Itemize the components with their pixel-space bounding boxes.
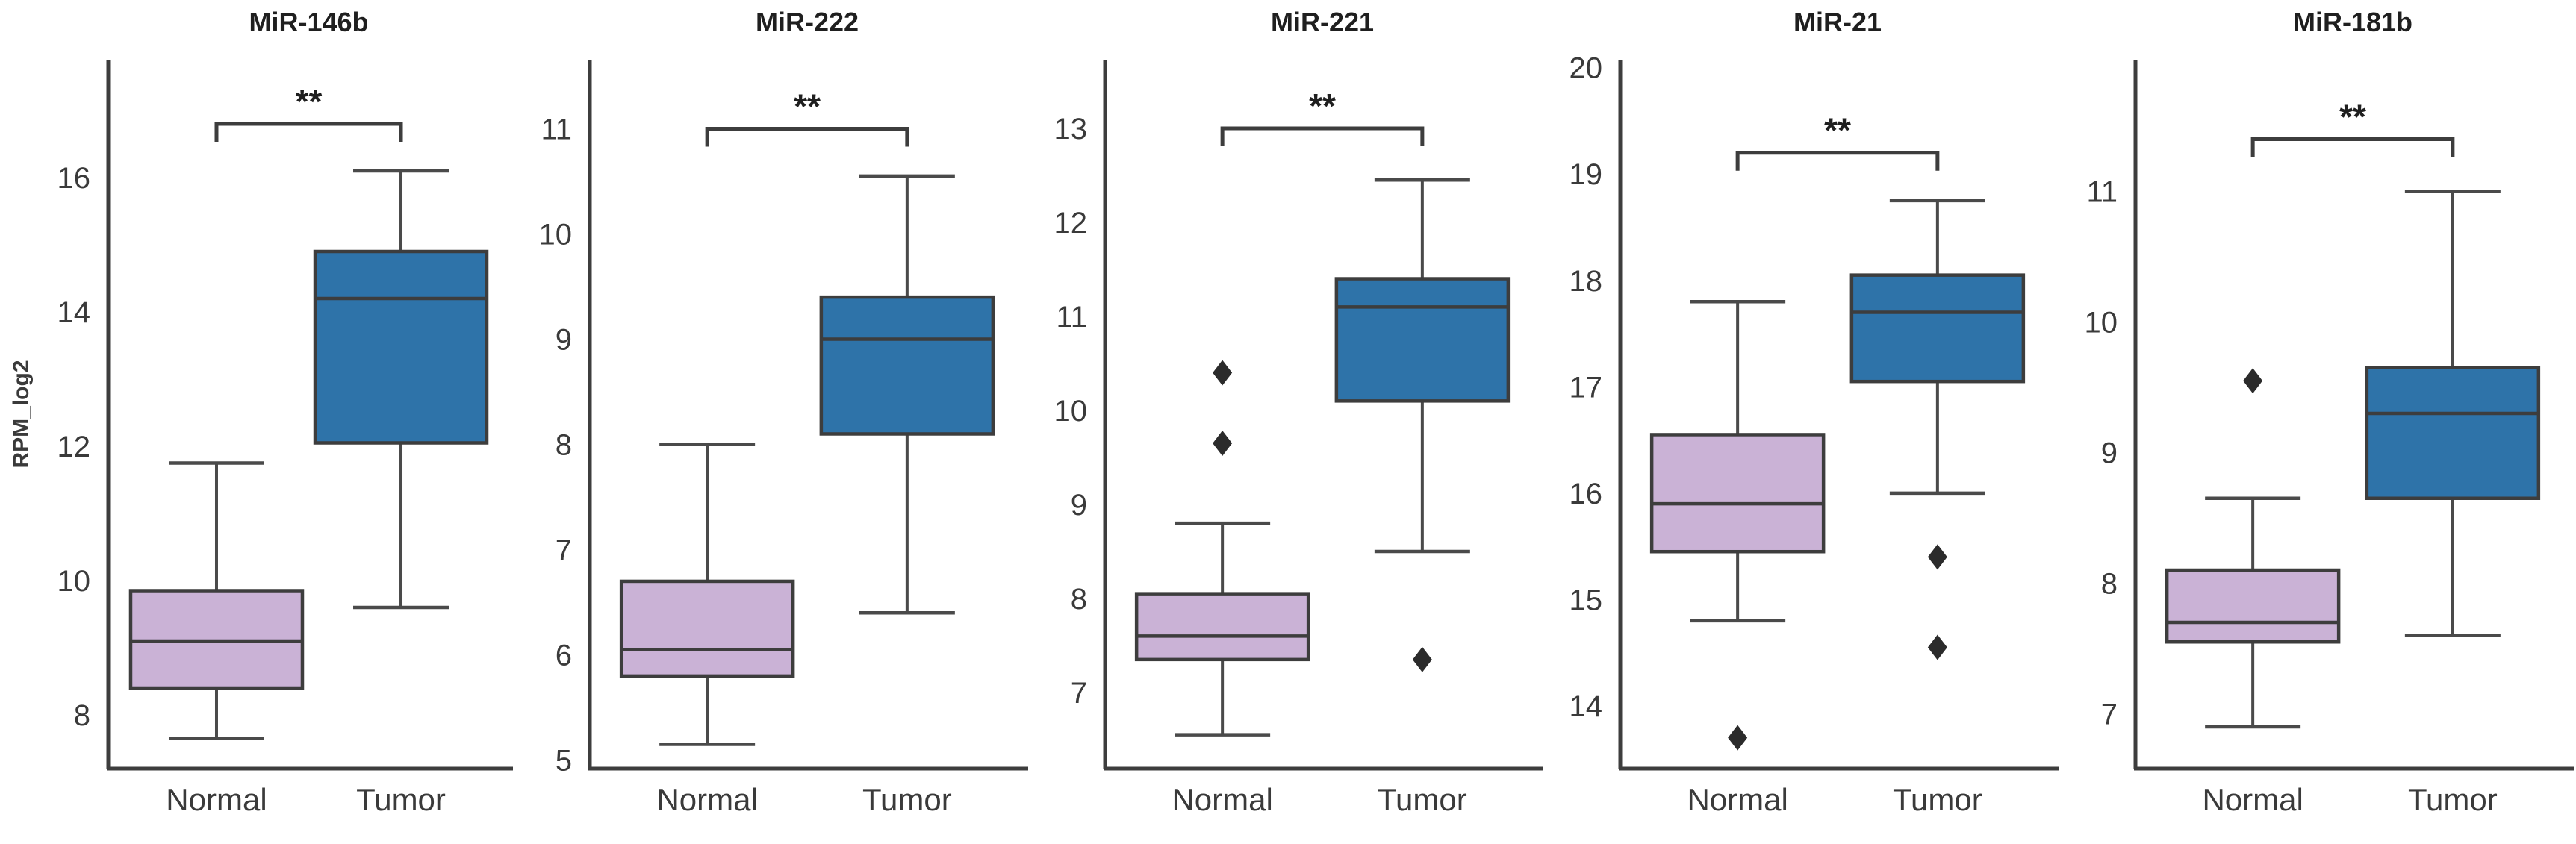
category-label-normal: Normal — [1687, 782, 1788, 817]
boxplot-svg: MiR-181b 7 8 9 10 11 Normal Tumor ** — [2085, 7, 2574, 817]
y-tick-label: 7 — [1071, 677, 1087, 710]
boxplot-svg: MiR-21 14 15 16 17 18 19 20 Normal Tumor ** — [1569, 7, 2059, 817]
panel-MiR-181b: MiR-181b 7 8 9 10 11 Normal Tumor ** — [2061, 0, 2576, 844]
y-tick-label: 17 — [1569, 371, 1603, 404]
panel-title: MiR-21 — [1793, 7, 1882, 37]
y-tick-label: 13 — [1054, 113, 1088, 146]
category-label-tumor: Tumor — [1893, 782, 1982, 817]
significance-stars: ** — [2339, 98, 2366, 137]
boxplot-svg: MiR-221 7 8 9 10 11 12 13 Normal Tumor ** — [1054, 7, 1543, 817]
category-label-normal: Normal — [166, 782, 267, 817]
y-tick-label: 7 — [2101, 698, 2118, 731]
box-tumor — [819, 295, 995, 436]
y-tick-label: 19 — [1569, 158, 1603, 191]
y-tick-label: 14 — [57, 296, 91, 329]
y-tick-label: 5 — [556, 745, 572, 778]
y-tick-label: 9 — [1071, 489, 1087, 522]
outlier-marker-normal — [2243, 368, 2263, 394]
panel-MiR-21: MiR-21 14 15 16 17 18 19 20 Normal Tumor ** — [1546, 0, 2061, 844]
y-tick-label: 14 — [1569, 690, 1603, 723]
category-label-tumor: Tumor — [1378, 782, 1467, 817]
y-tick-label: 12 — [1054, 207, 1088, 240]
category-label-normal: Normal — [2202, 782, 2303, 817]
category-label-tumor: Tumor — [356, 782, 446, 817]
panel-title: MiR-181b — [2293, 7, 2412, 37]
y-tick-label: 11 — [1056, 301, 1087, 334]
y-tick-label: 7 — [556, 534, 572, 567]
y-tick-label: 10 — [57, 565, 91, 598]
box-tumor — [1334, 277, 1511, 403]
outlier-marker-normal — [1213, 360, 1233, 386]
panel-title: MiR-146b — [249, 7, 368, 37]
y-tick-label: 9 — [556, 324, 572, 357]
category-label-normal: Normal — [656, 782, 757, 817]
significance-bracket — [1220, 126, 1425, 146]
significance-bracket — [2250, 137, 2455, 157]
outlier-marker-tumor — [1412, 646, 1432, 672]
y-tick-label: 8 — [74, 699, 90, 732]
y-axis-label: RPM_log2 — [9, 360, 34, 468]
panel-title: MiR-222 — [756, 7, 859, 37]
y-tick-label: 10 — [1054, 395, 1088, 428]
y-tick-label: 8 — [1071, 583, 1087, 616]
y-tick-label: 8 — [556, 429, 572, 462]
category-label-tumor: Tumor — [862, 782, 952, 817]
y-tick-label: 10 — [2085, 307, 2118, 340]
y-tick-label: 11 — [2086, 176, 2118, 209]
y-tick-label: 16 — [57, 162, 91, 195]
y-tick-label: 18 — [1569, 265, 1603, 298]
significance-bracket — [705, 126, 909, 147]
y-tick-label: 16 — [1569, 478, 1603, 510]
category-label-normal: Normal — [1172, 782, 1272, 817]
y-tick-label: 10 — [539, 218, 573, 251]
significance-stars: ** — [794, 87, 821, 125]
panel-title: MiR-221 — [1271, 7, 1374, 37]
box-normal — [1649, 433, 1826, 554]
y-tick-label: 8 — [2101, 568, 2118, 601]
y-tick-label: 12 — [57, 431, 91, 463]
significance-bracket — [1735, 151, 1940, 171]
outlier-marker-tumor — [1927, 634, 1947, 660]
boxplot-svg: MiR-222 5 6 7 8 9 10 11 Normal Tumor ** — [539, 7, 1028, 817]
y-tick-label: 11 — [541, 113, 572, 146]
y-tick-label: 15 — [1569, 584, 1603, 616]
box-normal — [1134, 592, 1310, 662]
box-normal — [2165, 568, 2341, 644]
panel-MiR-146b: MiR-146b RPM_log2 8 10 12 14 16 Normal Tumor ** — [0, 0, 515, 844]
outlier-marker-normal — [1728, 725, 1748, 751]
significance-stars: ** — [1824, 111, 1851, 150]
box-normal — [619, 579, 795, 678]
y-tick-label: 6 — [556, 640, 572, 672]
panel-MiR-221: MiR-221 7 8 9 10 11 12 13 Normal Tumor ** — [1030, 0, 1546, 844]
significance-stars: ** — [296, 82, 323, 121]
significance-stars: ** — [1309, 87, 1336, 125]
outlier-marker-tumor — [1927, 544, 1947, 570]
outlier-marker-normal — [1213, 431, 1233, 457]
y-tick-label: 9 — [2101, 437, 2118, 470]
panel-MiR-222: MiR-222 5 6 7 8 9 10 11 Normal Tumor ** — [515, 0, 1030, 844]
box-tumor — [1849, 273, 2026, 384]
significance-bracket — [214, 122, 403, 142]
box-tumor — [2365, 366, 2541, 500]
box-tumor — [313, 249, 489, 445]
y-tick-label: 20 — [1569, 52, 1603, 85]
category-label-tumor: Tumor — [2408, 782, 2498, 817]
boxplot-svg: MiR-146b RPM_log2 8 10 12 14 16 Normal Tumor ** — [9, 7, 513, 817]
